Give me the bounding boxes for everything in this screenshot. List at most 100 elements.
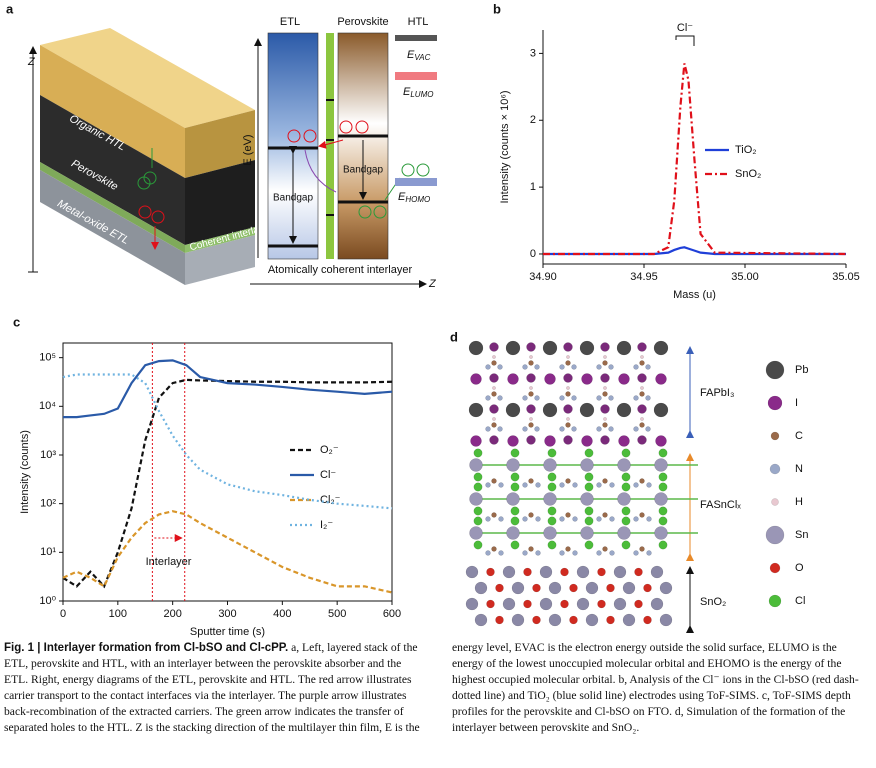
atom <box>646 550 652 556</box>
atom <box>565 422 571 428</box>
caption-title: Fig. 1 | Interlayer formation from Cl-bS… <box>4 642 289 654</box>
atom <box>489 404 499 414</box>
atom <box>584 506 594 516</box>
atom <box>492 386 496 390</box>
legend-label: O <box>795 562 804 574</box>
atom <box>547 482 557 492</box>
atom <box>602 422 608 428</box>
atom <box>534 426 540 432</box>
y-tick-label: 10³ <box>40 449 56 461</box>
atom <box>658 448 668 458</box>
x-tick-label: 0 <box>60 608 66 620</box>
atom <box>654 492 668 506</box>
legend-label: Cl⁻ <box>320 469 336 481</box>
atom <box>643 615 652 625</box>
atom <box>497 395 503 401</box>
legend-label: Cl <box>795 595 805 607</box>
legend-label: H <box>795 496 803 508</box>
atom <box>639 546 645 552</box>
atom <box>658 506 668 516</box>
atom <box>580 492 594 506</box>
atom <box>526 373 536 383</box>
atom <box>526 435 536 445</box>
atom <box>563 342 573 352</box>
electron <box>303 129 317 143</box>
atom <box>600 404 610 414</box>
atom <box>585 613 599 627</box>
atom <box>596 516 602 522</box>
atom <box>571 426 577 432</box>
atom <box>658 472 668 482</box>
legend-label: TiO₂ <box>735 144 757 156</box>
panel-d: d FAPbI₃ FASnClₓ SnO₂ Pb I C N H Sn O Cl <box>450 329 808 633</box>
atom <box>522 516 528 522</box>
atom <box>581 373 593 385</box>
level-sub: LUMO <box>410 90 433 99</box>
atom <box>489 342 499 352</box>
htl-front <box>40 45 185 178</box>
atom <box>654 458 668 472</box>
interlayer-front <box>40 162 185 253</box>
atom <box>613 565 627 579</box>
level-sub: HOMO <box>405 195 430 204</box>
level-label: ELUMO <box>403 86 433 99</box>
panel-label: b <box>493 1 501 16</box>
atom <box>579 402 595 418</box>
atom <box>600 373 610 383</box>
atom <box>485 482 491 488</box>
column-label: ETL <box>280 16 300 28</box>
atom <box>547 472 557 482</box>
atom <box>596 482 602 488</box>
atom <box>473 516 483 526</box>
atom <box>507 435 519 447</box>
legend-label: O₂⁻ <box>320 444 339 456</box>
atom <box>654 526 668 540</box>
atom <box>658 482 668 492</box>
atom <box>473 506 483 516</box>
atom <box>473 472 483 482</box>
atom <box>621 482 631 492</box>
atom <box>765 360 785 380</box>
atom <box>616 340 632 356</box>
atom <box>522 395 528 401</box>
y-axis-label: Intensity (counts × 10⁶) <box>499 90 511 203</box>
hole <box>137 176 151 190</box>
atom <box>608 364 614 370</box>
atom <box>576 597 590 611</box>
atom <box>528 391 534 397</box>
atom <box>548 581 562 595</box>
atom <box>565 391 571 397</box>
atom <box>526 404 536 414</box>
atom <box>633 516 639 522</box>
atom <box>510 482 520 492</box>
purple-arrow <box>304 149 337 193</box>
atom <box>470 435 482 447</box>
atom <box>609 550 615 556</box>
atom <box>576 565 590 579</box>
atom <box>526 342 536 352</box>
atom <box>495 583 504 593</box>
atom <box>485 364 491 370</box>
atom <box>547 448 557 458</box>
atom <box>634 599 643 609</box>
legend-label: I₂⁻ <box>320 519 333 531</box>
column-label: Perovskite <box>337 16 388 28</box>
atom <box>637 404 647 414</box>
atom <box>511 581 525 595</box>
atom <box>565 512 571 518</box>
atom <box>559 550 565 556</box>
region-label: FAPbI₃ <box>700 387 734 399</box>
atom <box>491 422 497 428</box>
atom <box>497 364 503 370</box>
atom <box>603 355 607 359</box>
atom <box>539 565 553 579</box>
atom <box>542 402 558 418</box>
atom <box>543 526 557 540</box>
atom <box>767 395 783 411</box>
y-tick-label: 1 <box>530 181 536 193</box>
atom <box>485 395 491 401</box>
atom <box>492 355 496 359</box>
atom <box>486 599 495 609</box>
atom <box>468 340 484 356</box>
atom <box>640 386 644 390</box>
